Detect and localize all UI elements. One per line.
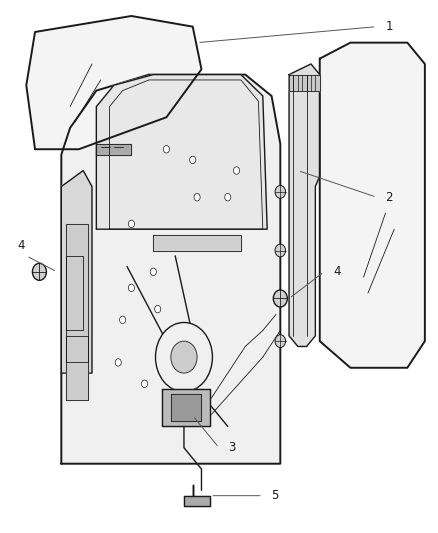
Circle shape	[275, 244, 286, 257]
Polygon shape	[96, 75, 267, 229]
Circle shape	[273, 290, 287, 307]
Polygon shape	[26, 16, 201, 149]
Polygon shape	[184, 485, 210, 506]
Text: 5: 5	[272, 489, 279, 502]
Polygon shape	[66, 224, 88, 362]
Circle shape	[171, 341, 197, 373]
Polygon shape	[162, 389, 210, 426]
Polygon shape	[153, 235, 241, 251]
Polygon shape	[96, 144, 131, 155]
Polygon shape	[66, 256, 83, 330]
Circle shape	[115, 359, 121, 366]
Circle shape	[150, 268, 156, 276]
Text: 1: 1	[385, 20, 393, 33]
Circle shape	[120, 316, 126, 324]
Circle shape	[275, 335, 286, 348]
Polygon shape	[289, 75, 320, 91]
Polygon shape	[320, 43, 425, 368]
Circle shape	[190, 156, 196, 164]
Text: 4: 4	[333, 265, 340, 278]
Circle shape	[32, 263, 46, 280]
Polygon shape	[66, 336, 88, 400]
Text: 4: 4	[18, 239, 25, 252]
Circle shape	[275, 185, 286, 198]
Circle shape	[225, 193, 231, 201]
Circle shape	[194, 193, 200, 201]
Circle shape	[233, 167, 240, 174]
Circle shape	[141, 380, 148, 387]
Polygon shape	[289, 64, 320, 346]
Polygon shape	[171, 394, 201, 421]
Text: 2: 2	[385, 191, 393, 204]
Polygon shape	[110, 80, 263, 229]
Polygon shape	[61, 171, 92, 373]
Circle shape	[128, 284, 134, 292]
Circle shape	[128, 220, 134, 228]
Circle shape	[155, 322, 212, 392]
Polygon shape	[61, 75, 280, 464]
Circle shape	[155, 305, 161, 313]
Text: 3: 3	[228, 441, 235, 454]
Circle shape	[163, 146, 170, 153]
